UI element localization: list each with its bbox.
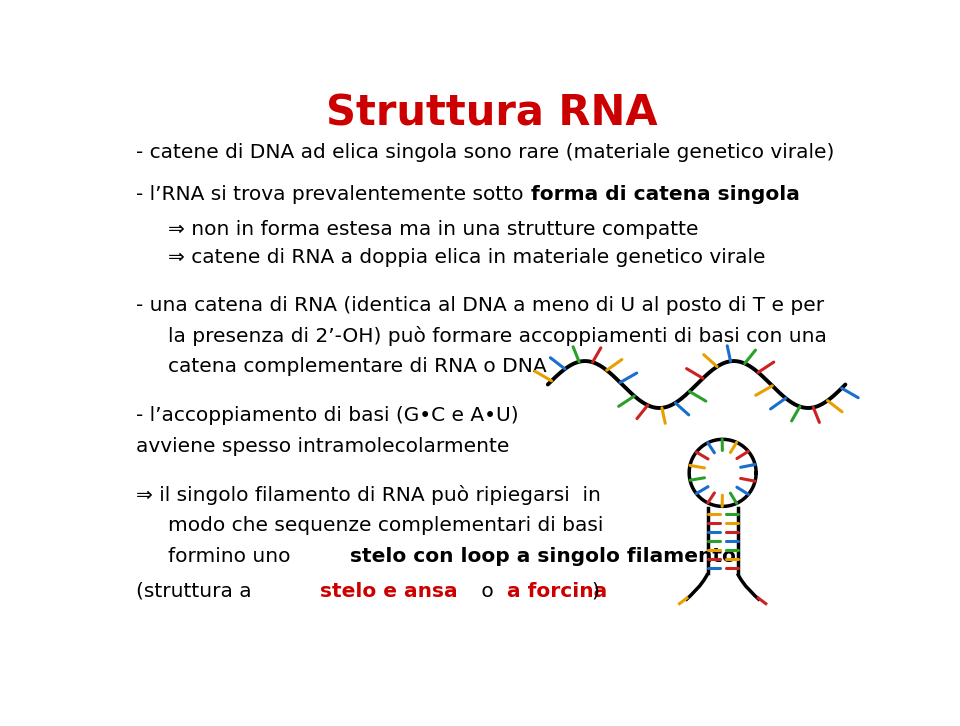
Text: formino uno: formino uno <box>168 547 298 566</box>
Text: la presenza di 2’-OH) può formare accoppiamenti di basi con una: la presenza di 2’-OH) può formare accopp… <box>168 326 828 346</box>
Text: a forcina: a forcina <box>508 582 608 601</box>
Text: ⇒ il singolo filamento di RNA può ripiegarsi  in: ⇒ il singolo filamento di RNA può ripieg… <box>136 485 601 505</box>
Text: ): ) <box>591 582 599 601</box>
Text: stelo con loop a singolo filamento: stelo con loop a singolo filamento <box>350 547 736 566</box>
Text: - catene di DNA ad elica singola sono rare (materiale genetico virale): - catene di DNA ad elica singola sono ra… <box>136 143 835 162</box>
Text: ⇒ catene di RNA a doppia elica in materiale genetico virale: ⇒ catene di RNA a doppia elica in materi… <box>168 248 766 267</box>
Text: - l’RNA si trova prevalentemente sotto: - l’RNA si trova prevalentemente sotto <box>136 185 530 204</box>
Text: stelo e ansa: stelo e ansa <box>321 582 458 601</box>
Text: avviene spesso intramolecolarmente: avviene spesso intramolecolarmente <box>136 436 510 455</box>
Text: Struttura RNA: Struttura RNA <box>326 93 658 135</box>
Text: (struttura a: (struttura a <box>136 582 258 601</box>
Text: ⇒ non in forma estesa ma in una strutture compatte: ⇒ non in forma estesa ma in una struttur… <box>168 220 699 239</box>
Text: - l’accoppiamento di basi (G•C e A•U): - l’accoppiamento di basi (G•C e A•U) <box>136 407 519 425</box>
Text: o: o <box>475 582 500 601</box>
Text: - una catena di RNA (identica al DNA a meno di U al posto di T e per: - una catena di RNA (identica al DNA a m… <box>136 295 825 314</box>
Text: forma di catena singola: forma di catena singola <box>531 185 800 204</box>
Text: modo che sequenze complementari di basi: modo che sequenze complementari di basi <box>168 516 604 536</box>
Text: catena complementare di RNA o DNA: catena complementare di RNA o DNA <box>168 357 547 376</box>
